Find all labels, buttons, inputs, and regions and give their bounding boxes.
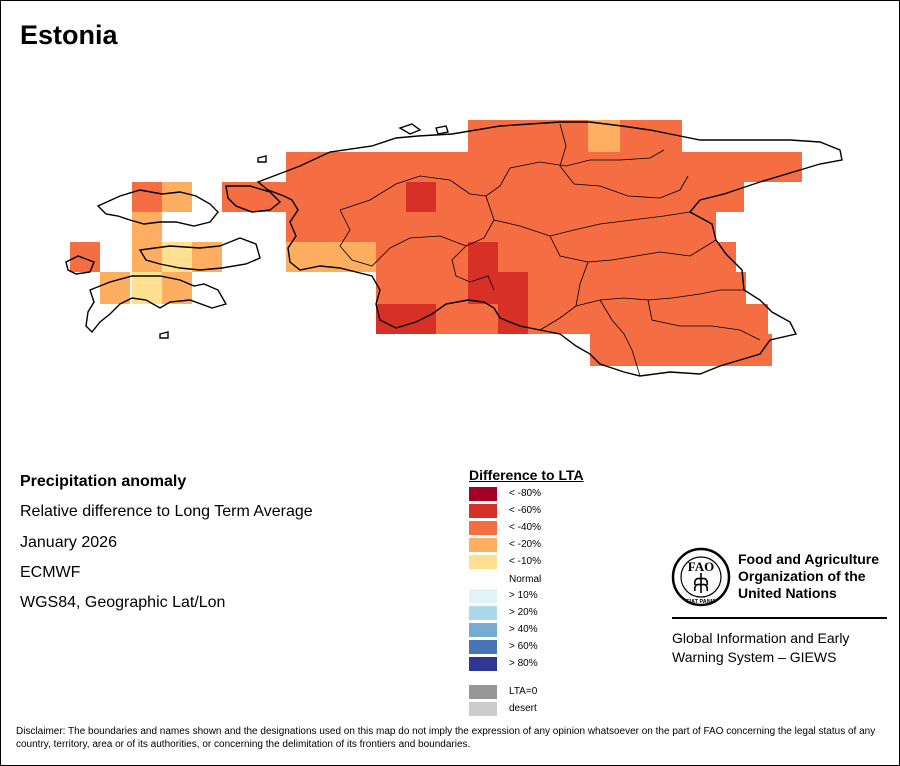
data-source: ECMWF (20, 564, 81, 581)
projection-label: WGS84, Geographic Lat/Lon (20, 594, 226, 611)
fao-logo-icon: FAO FIAT PANIS (671, 547, 731, 607)
fao-name-line: Organization of the (738, 568, 866, 584)
legend-label: > 10% (509, 590, 538, 601)
fao-divider (672, 617, 887, 619)
legend-swatch (469, 640, 497, 654)
legend-swatch (469, 589, 497, 603)
legend-normal-label: Normal (509, 574, 542, 585)
fao-name: Food and Agriculture Organization of the… (738, 551, 888, 602)
legend-swatch (469, 555, 497, 569)
legend-label: < -60% (509, 505, 541, 516)
legend-swatch (469, 487, 497, 501)
anomaly-grid (70, 120, 802, 366)
logo-letters: FAO (688, 559, 714, 574)
anomaly-map (65, 120, 843, 377)
legend-label: > 80% (509, 658, 538, 669)
map-period: January 2026 (20, 534, 117, 551)
legend-label: > 20% (509, 607, 538, 618)
legend-label: < -20% (509, 539, 541, 550)
map-title: Estonia (20, 20, 118, 50)
giews-line: Warning System – GIEWS (672, 649, 837, 665)
legend-swatch (469, 504, 497, 518)
country-outline (65, 121, 843, 377)
map-subtitle: Relative difference to Long Term Average (20, 503, 313, 520)
legend-swatch (469, 538, 497, 552)
fao-name-line: United Nations (738, 585, 837, 601)
legend-label: > 60% (509, 641, 538, 652)
legend-swatch (469, 521, 497, 535)
legend-label: < -40% (509, 522, 541, 533)
fao-name-line: Food and Agriculture (738, 551, 880, 567)
legend-swatch (469, 702, 497, 716)
legend-swatch (469, 623, 497, 637)
giews-name: Global Information and Early Warning Sys… (672, 629, 887, 667)
legend-swatch (469, 657, 497, 671)
map-heading: Precipitation anomaly (20, 473, 187, 490)
disclaimer: Disclaimer: The boundaries and names sho… (16, 726, 876, 750)
legend-label: < -10% (509, 556, 541, 567)
giews-line: Global Information and Early (672, 630, 850, 646)
legend-swatch (469, 685, 497, 699)
logo-motto: FIAT PANIS (686, 599, 716, 605)
legend-label: < -80% (509, 488, 541, 499)
legend-label: desert (509, 703, 537, 714)
legend-label: LTA=0 (509, 686, 538, 697)
legend-swatch (469, 606, 497, 620)
legend-label: > 40% (509, 624, 538, 635)
county-boundaries (339, 123, 761, 377)
legend-title: Difference to LTA (469, 467, 584, 483)
